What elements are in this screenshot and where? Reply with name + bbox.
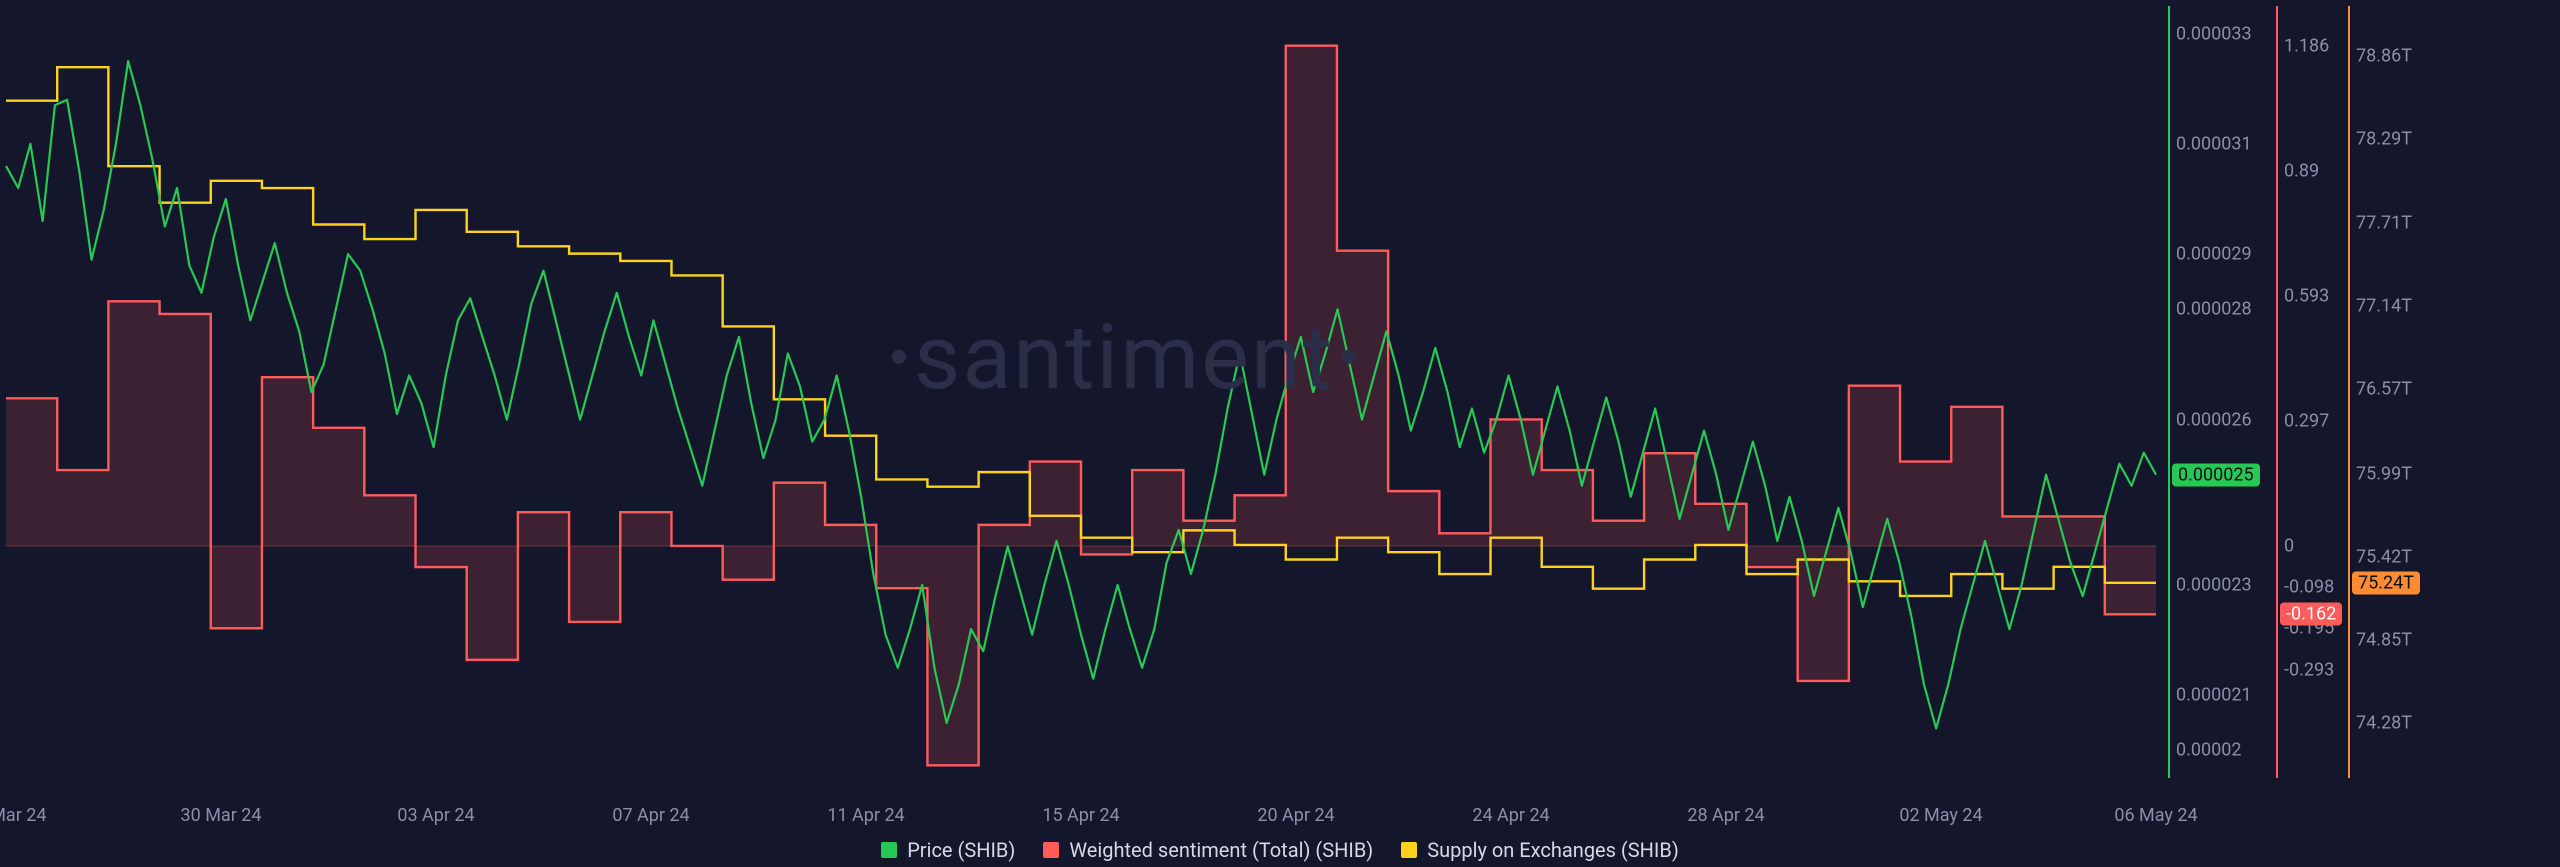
y-axis-price: 0.000033 0.000031 0.000029 0.000028 0.000026… (2168, 0, 2276, 778)
current-value-badge: 0.000025 (2172, 463, 2260, 486)
legend-label: Price (SHIB) (907, 838, 1015, 862)
legend-item[interactable]: Supply on Exchanges (SHIB) (1401, 838, 1679, 862)
y-tick: 0 (2284, 535, 2294, 556)
x-tick: 11 Apr 24 (827, 805, 904, 826)
current-value-badge: 75.24T (2352, 571, 2420, 594)
y-tick: 0.297 (2284, 410, 2329, 431)
y-tick: 77.71T (2356, 213, 2412, 234)
y-tick: 0.00002 (2176, 740, 2241, 761)
y-tick: 0.000029 (2176, 244, 2252, 265)
x-tick: 28 Apr 24 (1687, 805, 1764, 826)
y-tick: 0.000023 (2176, 575, 2252, 596)
legend-label: Supply on Exchanges (SHIB) (1427, 838, 1679, 862)
legend-item[interactable]: Price (SHIB) (881, 838, 1015, 862)
y-tick: 74.85T (2356, 629, 2412, 650)
chart-legend: Price (SHIB) Weighted sentiment (Total) (… (0, 838, 2560, 862)
y-tick: 78.86T (2356, 45, 2412, 66)
x-tick: 20 Apr 24 (1257, 805, 1334, 826)
legend-label: Weighted sentiment (Total) (SHIB) (1069, 838, 1373, 862)
y-tick: 76.57T (2356, 379, 2412, 400)
x-tick: 03 Apr 24 (397, 805, 474, 826)
chart-root: santiment 26 Mar 2430 Mar 2403 Apr 2407 … (0, 0, 2560, 867)
y-tick: 74.28T (2356, 712, 2412, 733)
y-tick: 1.186 (2284, 35, 2329, 56)
y-axis-sentiment: 1.1860.890.5930.2970-0.098-0.195-0.293-0… (2276, 0, 2348, 778)
axis-border (2276, 6, 2278, 778)
y-tick: 0.000033 (2176, 23, 2252, 44)
x-tick: 06 May 24 (2114, 805, 2197, 826)
legend-item[interactable]: Weighted sentiment (Total) (SHIB) (1043, 838, 1373, 862)
y-tick: 75.42T (2356, 546, 2412, 567)
y-tick: 0.593 (2284, 285, 2329, 306)
y-tick: 0.000021 (2176, 685, 2252, 706)
y-tick: 78.29T (2356, 128, 2412, 149)
x-tick: 07 Apr 24 (612, 805, 689, 826)
x-tick: 26 Mar 24 (0, 805, 47, 826)
y-tick: 0.89 (2284, 160, 2319, 181)
sentiment-fill (6, 46, 2156, 766)
y-tick: 77.14T (2356, 296, 2412, 317)
y-tick: 0.000026 (2176, 409, 2252, 430)
axis-border (2168, 6, 2170, 778)
legend-swatch (881, 842, 897, 858)
legend-swatch (1043, 842, 1059, 858)
y-tick: 0.000031 (2176, 133, 2252, 154)
x-tick: 30 Mar 24 (181, 805, 262, 826)
y-tick: -0.098 (2284, 577, 2334, 598)
y-axis-supply: 78.86T 78.29T 77.71T 77.14T 76.57T 75.99T 75.4… (2348, 0, 2432, 778)
y-tick: 0.000028 (2176, 299, 2252, 320)
x-tick: 15 Apr 24 (1042, 805, 1119, 826)
y-tick: -0.293 (2284, 659, 2334, 680)
x-tick: 24 Apr 24 (1472, 805, 1549, 826)
legend-swatch (1401, 842, 1417, 858)
x-tick: 02 May 24 (1899, 805, 1982, 826)
current-value-badge: -0.162 (2280, 603, 2342, 626)
y-tick: 75.99T (2356, 463, 2412, 484)
axis-border (2348, 6, 2350, 778)
